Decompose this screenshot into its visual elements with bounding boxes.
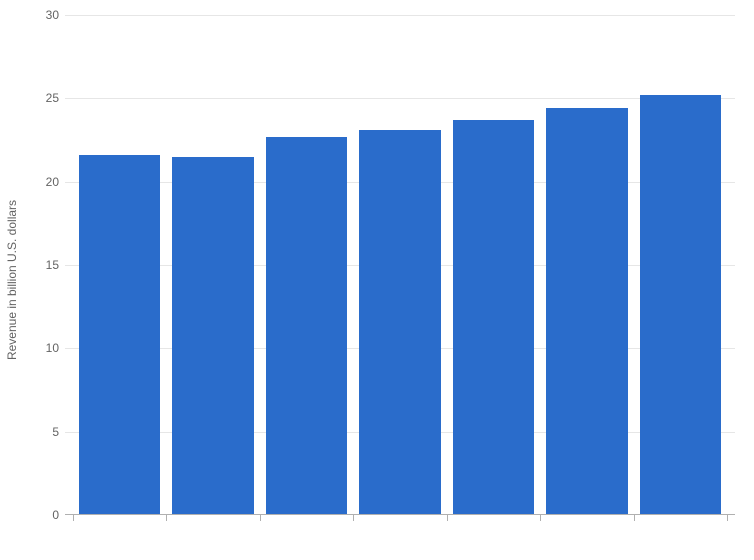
bar [640,95,721,515]
bar [172,157,253,515]
x-tick [353,515,354,521]
bars-group [65,15,735,515]
x-tick [634,515,635,521]
y-tick-label: 15 [19,258,59,272]
x-tick [447,515,448,521]
bar [266,137,347,515]
x-tick [260,515,261,521]
y-tick-label: 25 [19,91,59,105]
x-tick [727,515,728,521]
y-tick-label: 20 [19,175,59,189]
x-tick [73,515,74,521]
bar [79,155,160,515]
x-tick [166,515,167,521]
y-tick-label: 10 [19,341,59,355]
y-tick-label: 5 [19,425,59,439]
x-tick [540,515,541,521]
plot-area [65,15,735,515]
y-tick-label: 30 [19,8,59,22]
y-tick-label: 0 [19,508,59,522]
bar [453,120,534,515]
chart-container: Revenue in billion U.S. dollars 0 5 10 15 20… [0,0,754,560]
y-axis-title: Revenue in billion U.S. dollars [5,200,19,360]
bar [546,108,627,515]
bar [359,130,440,515]
